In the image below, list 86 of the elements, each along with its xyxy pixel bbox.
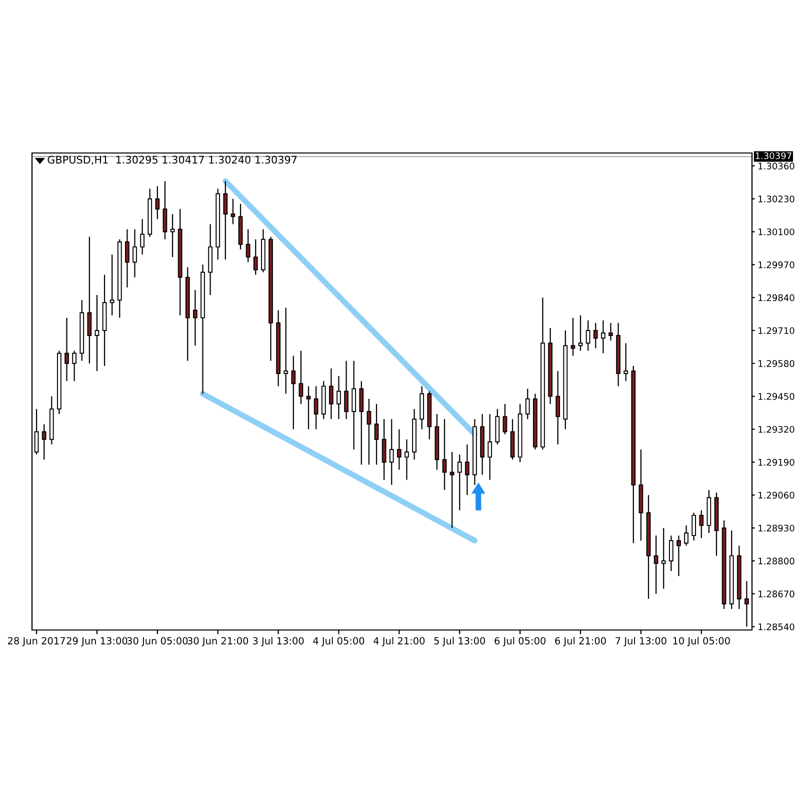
y-tick-label: 1.29190	[758, 458, 794, 466]
candlestick	[586, 320, 590, 352]
candlestick	[457, 454, 462, 511]
y-tick-label: 1.29840	[758, 294, 794, 302]
candlestick	[34, 408, 39, 456]
candlestick	[140, 218, 144, 256]
candlestick	[442, 418, 447, 491]
candlestick	[125, 228, 130, 288]
y-tick-label: 1.28540	[758, 623, 794, 630]
candlestick	[578, 314, 583, 352]
candlestick	[661, 527, 666, 590]
candlestick	[94, 294, 100, 372]
candlestick	[359, 380, 364, 466]
candlestick	[366, 398, 372, 466]
candlestick	[502, 403, 508, 435]
chart-title: GBPUSD,H1 1.30295 1.30417 1.30240 1.30397	[48, 156, 297, 165]
candlestick	[246, 228, 250, 263]
candlestick	[374, 403, 379, 466]
y-tick-label: 1.30360	[758, 162, 794, 170]
candlestick	[389, 418, 394, 486]
candlestick	[230, 198, 236, 225]
candlestick	[744, 580, 749, 628]
candlestick	[298, 350, 304, 404]
x-tick-label: 10 Jul 05:00	[673, 636, 730, 646]
candlestick	[593, 322, 598, 349]
candlestick	[464, 444, 470, 496]
candlestick	[556, 370, 560, 445]
candlestick	[306, 386, 311, 430]
candlestick	[624, 342, 628, 382]
x-tick-label: 7 Jul 13:00	[616, 636, 666, 646]
x-tick-label: 4 Jul 05:00	[313, 636, 364, 646]
y-tick-label: 1.29970	[758, 261, 794, 268]
y-tick-label: 1.29320	[758, 426, 794, 433]
candlestick	[64, 317, 69, 382]
y-tick-label: 1.28930	[758, 524, 794, 532]
candlestick	[253, 238, 258, 276]
candlestick	[328, 368, 334, 420]
x-tick-label: 6 Jul 05:00	[494, 636, 546, 646]
candlestick	[404, 438, 409, 480]
candlestick	[600, 320, 606, 354]
candlestick	[223, 180, 228, 260]
candlestick	[132, 228, 137, 278]
x-tick-label: 29 Jun 13:00	[66, 637, 128, 646]
x-tick-label: 30 Jun 21:00	[188, 637, 248, 646]
y-tick-label: 1.29580	[758, 360, 794, 367]
x-tick-label: 3 Jul 13:00	[252, 636, 304, 646]
x-tick-label: 30 Jun 05:00	[127, 637, 188, 646]
candlestick	[668, 535, 674, 572]
candlestick	[525, 388, 530, 420]
candlestick	[344, 360, 348, 420]
candlestick	[608, 322, 613, 342]
y-tick-label: 1.29450	[758, 393, 794, 400]
candlestick	[110, 254, 114, 316]
candlestick	[314, 386, 318, 430]
candlestick	[42, 424, 46, 460]
y-tick-label: 1.30100	[758, 228, 794, 236]
candlestick	[170, 213, 175, 258]
x-tick-label: 4 Jul 21:00	[374, 636, 425, 646]
candlestick	[699, 510, 704, 539]
candlestick	[450, 451, 454, 529]
x-tick-label: 5 Jul 13:00	[434, 636, 486, 646]
candlestick	[396, 428, 402, 470]
candlestick	[654, 535, 658, 594]
candlestick	[87, 236, 92, 364]
candlestick	[72, 350, 76, 382]
y-tick-label: 1.29060	[758, 492, 794, 499]
candlestick	[684, 524, 688, 546]
ref-line-label: 1.30397	[756, 152, 792, 160]
candlestick	[352, 360, 356, 450]
candlestick	[193, 289, 198, 346]
y-tick-label: 1.28670	[758, 590, 794, 598]
candlestick	[162, 180, 168, 240]
candlestick	[488, 413, 492, 480]
y-tick-label: 1.29710	[758, 327, 794, 334]
y-tick-label: 1.30230	[758, 196, 794, 202]
candlestick	[570, 317, 576, 356]
candlestick	[336, 376, 341, 420]
candlestick	[692, 512, 696, 542]
candlestick	[155, 186, 160, 220]
candlestick	[284, 307, 288, 394]
y-tick-label: 1.28800	[758, 558, 794, 564]
candlestick	[382, 418, 386, 480]
x-tick-label: 6 Jul 21:00	[555, 636, 606, 646]
candlestick	[676, 535, 681, 577]
candlestick	[291, 355, 296, 430]
x-tick-label: 28 Jun 2017	[8, 637, 65, 646]
